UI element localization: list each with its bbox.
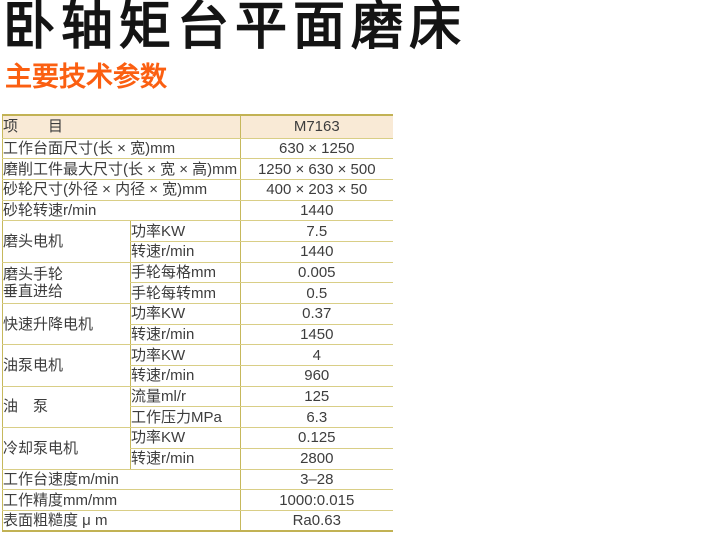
table-row-coolant-pump-speed: 转速r/min 2800 <box>3 447 393 470</box>
table-row-oil-pump-motor-speed: 转速r/min 960 <box>3 365 393 387</box>
table-row-surface-roughness: 表面粗糙度 μ m Ra0.63 <box>1 509 393 532</box>
spec-value-cell: 1000:0.015 <box>240 489 393 511</box>
spec-subitem-cell: 功率KW <box>129 427 241 449</box>
table-row-wheel-speed: 砂轮转速r/min 1440 <box>1 199 393 222</box>
spec-value-cell: 1440 <box>240 240 393 263</box>
spec-subitem-cell: 转速r/min <box>129 365 241 387</box>
spec-subitem-cell: 功率KW <box>129 303 241 325</box>
spec-table: 项 目 M7163 工作台面尺寸(长 × 宽)mm 630 × 1250 磨削工… <box>1 114 393 533</box>
spec-subitem-cell: 功率KW <box>129 220 241 242</box>
spec-value-cell: 6.3 <box>240 406 393 429</box>
spec-value-cell: 7.5 <box>240 220 393 242</box>
spec-item-cell: 磨头电机 <box>2 220 131 263</box>
spec-value-cell: 960 <box>240 365 393 387</box>
spec-subitem-cell: 流量ml/r <box>129 385 241 408</box>
table-row-max-workpiece-size: 磨削工件最大尺寸(长 × 宽 × 高)mm 1250 × 630 × 500 <box>1 158 393 180</box>
spec-value-cell: Ra0.63 <box>240 509 393 532</box>
table-row-oil-pump-flow: 油 泵 流量ml/r 125 <box>2 385 393 429</box>
spec-subitem-cell: 手轮每转mm <box>129 282 241 304</box>
header-item-cell: 项 目 <box>1 114 241 139</box>
header-model-cell: M7163 <box>240 114 393 139</box>
spec-value-cell: 0.005 <box>240 261 393 284</box>
spec-value-cell: 2800 <box>240 447 393 470</box>
spec-item-cell: 砂轮转速r/min <box>1 199 241 222</box>
spec-item-cell: 表面粗糙度 μ m <box>1 509 241 532</box>
spec-item-cell: 快速升降电机 <box>2 302 131 346</box>
spec-subitem-cell: 手轮每格mm <box>129 261 241 284</box>
spec-subitem-cell: 功率KW <box>129 344 241 367</box>
section-subtitle: 主要技术参数 <box>5 62 167 92</box>
spec-subitem-cell: 转速r/min <box>129 240 241 263</box>
spec-item-cell: 油泵电机 <box>2 344 131 387</box>
spec-item-cell: 油 泵 <box>2 385 131 429</box>
table-row-table-speed: 工作台速度m/min 3–28 <box>1 468 393 491</box>
spec-value-cell: 400 × 203 × 50 <box>240 178 393 201</box>
spec-subitem-cell: 转速r/min <box>129 447 241 470</box>
spec-item-cell: 砂轮尺寸(外径 × 内径 × 宽)mm <box>1 178 241 201</box>
spec-value-cell: 3–28 <box>240 468 393 491</box>
page-title: 卧轴矩台平面磨床 <box>3 0 468 56</box>
spec-value-cell: 125 <box>240 385 393 408</box>
table-row-working-accuracy: 工作精度mm/mm 1000:0.015 <box>1 489 393 511</box>
table-row-coolant-pump-power: 冷却泵电机 功率KW 0.125 <box>2 427 393 470</box>
spec-value-cell: 1450 <box>240 323 393 346</box>
spec-subitem-cell: 工作压力MPa <box>129 406 241 429</box>
table-row-handwheel-per-rev: 手轮每转mm 0.5 <box>3 282 393 304</box>
table-row-grinding-motor-power: 磨头电机 功率KW 7.5 <box>2 220 393 263</box>
table-row-rapid-lift-motor-power: 快速升降电机 功率KW 0.37 <box>2 302 393 346</box>
spec-value-cell: 0.37 <box>240 303 393 325</box>
spec-value-cell: 630 × 1250 <box>240 137 393 160</box>
spec-item-cell: 磨削工件最大尺寸(长 × 宽 × 高)mm <box>1 158 241 180</box>
spec-item-cell: 冷却泵电机 <box>2 427 131 470</box>
table-row-wheel-size: 砂轮尺寸(外径 × 内径 × 宽)mm 400 × 203 × 50 <box>1 178 393 201</box>
spec-value-cell: 1440 <box>240 199 393 222</box>
spec-value-cell: 0.5 <box>240 282 393 304</box>
table-row-oil-pump-motor-power: 油泵电机 功率KW 4 <box>2 344 393 387</box>
table-row-oil-pump-pressure: 工作压力MPa 6.3 <box>3 406 393 429</box>
spec-value-cell: 0.125 <box>240 427 393 449</box>
spec-subitem-cell: 转速r/min <box>129 323 241 346</box>
table-header-row: 项 目 M7163 <box>1 114 393 139</box>
spec-item-cell: 工作台面尺寸(长 × 宽)mm <box>1 137 241 160</box>
table-row-worktable-size: 工作台面尺寸(长 × 宽)mm 630 × 1250 <box>1 137 393 160</box>
table-row-grinding-motor-speed: 转速r/min 1440 <box>3 240 393 263</box>
spec-item-cell: 工作精度mm/mm <box>1 489 241 511</box>
spec-value-cell: 4 <box>240 344 393 367</box>
table-row-handwheel-per-grad: 磨头手轮 垂直进给 手轮每格mm 0.005 <box>2 261 393 305</box>
spec-item-cell: 磨头手轮 垂直进给 <box>2 261 131 305</box>
spec-item-cell: 工作台速度m/min <box>1 468 241 491</box>
spec-value-cell: 1250 × 630 × 500 <box>240 158 393 180</box>
